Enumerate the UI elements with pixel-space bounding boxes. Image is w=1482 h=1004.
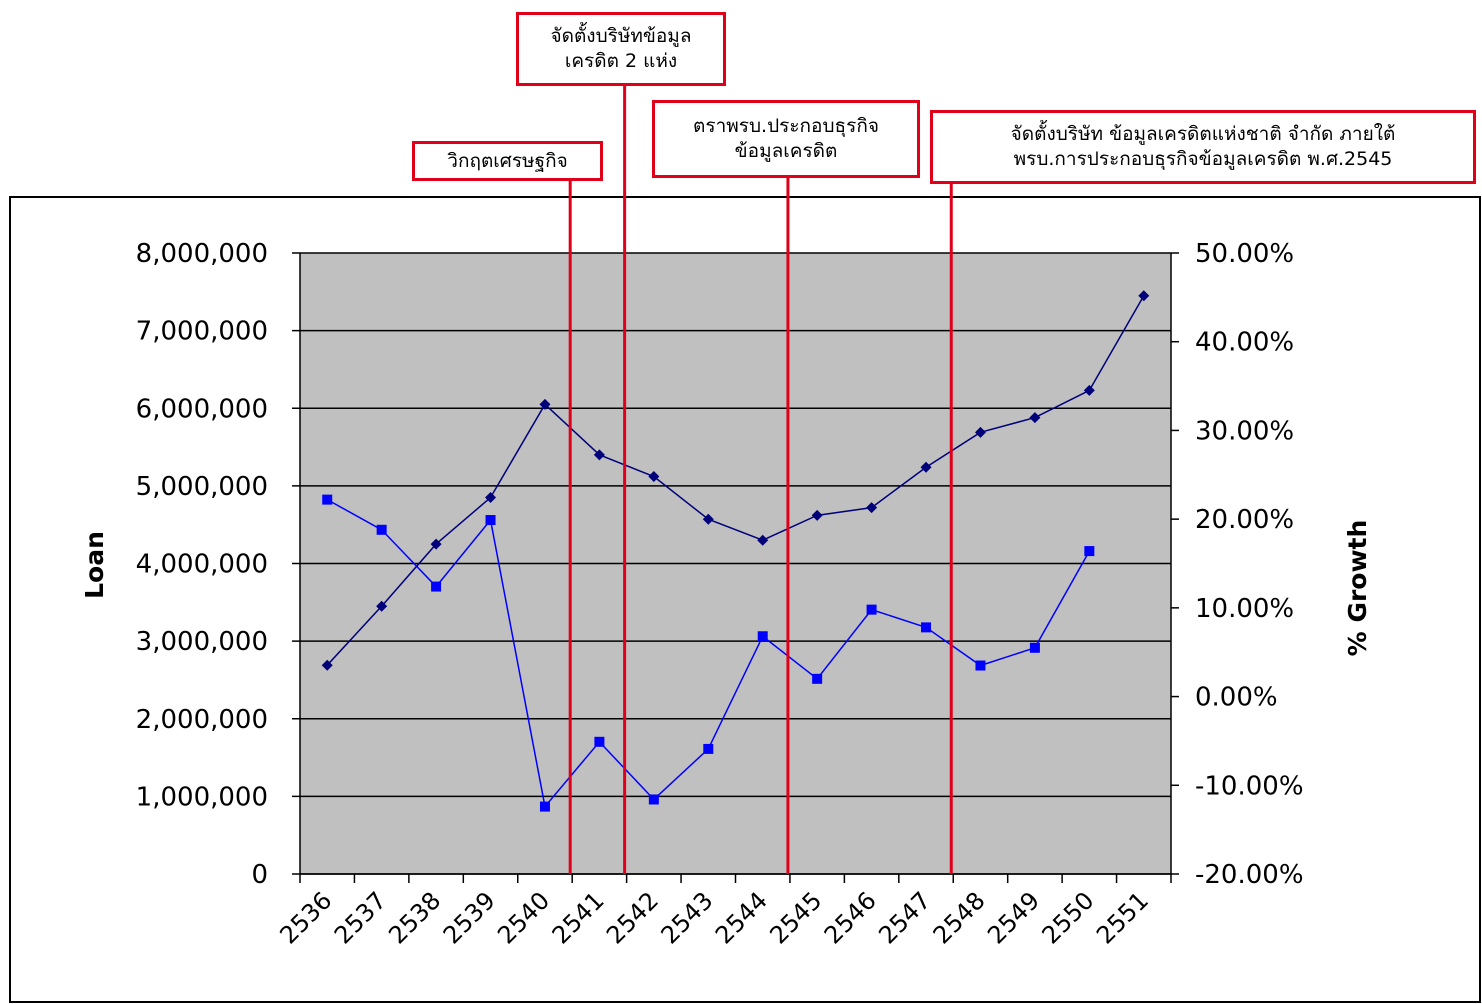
y-tick-label: 4,000,000	[136, 550, 268, 580]
data-point-diamond	[1083, 384, 1095, 396]
y-tick-label: 7,000,000	[136, 317, 268, 347]
data-point-diamond	[866, 502, 878, 514]
event-annotation-text: จัดตั้งบริษัท ข้อมูลเครดิตแห่งชาติ จำกัด…	[1010, 123, 1396, 170]
data-point-diamond	[321, 659, 333, 671]
data-point-square	[485, 515, 496, 526]
data-point-diamond	[920, 461, 932, 473]
data-point-diamond	[974, 426, 986, 438]
event-annotation: จัดตั้งบริษัท ข้อมูลเครดิตแห่งชาติ จำกัด…	[930, 110, 1476, 184]
data-point-diamond	[811, 509, 823, 521]
data-point-square	[866, 604, 877, 615]
data-point-square	[1029, 642, 1040, 653]
y-tick-label: 5,000,000	[136, 472, 268, 502]
y2-tick-label: 0.00%	[1195, 683, 1278, 713]
data-point-square	[648, 794, 659, 805]
event-annotation-text: ตราพรบ.ประกอบธุรกิจ ข้อมูลเครดิต	[693, 115, 879, 162]
event-annotation-text: วิกฤตเศรษฐกิจ	[447, 149, 568, 172]
y-tick-label: 0	[251, 860, 268, 890]
y-tick-label: 6,000,000	[136, 394, 268, 424]
event-annotation: ตราพรบ.ประกอบธุรกิจ ข้อมูลเครดิต	[652, 100, 920, 178]
data-point-square	[703, 743, 714, 754]
y2-tick-label: 20.00%	[1195, 505, 1294, 535]
y2-tick-label: 10.00%	[1195, 594, 1294, 624]
data-point-square	[757, 631, 768, 642]
data-point-diamond	[430, 538, 442, 550]
event-annotation: วิกฤตเศรษฐกิจ	[412, 141, 603, 181]
y2-tick-label: -10.00%	[1195, 771, 1304, 801]
y-tick-label: 2,000,000	[136, 705, 268, 735]
event-lines	[568, 86, 953, 874]
y2-tick-label: 40.00%	[1195, 328, 1294, 358]
data-point-square	[539, 801, 550, 812]
event-annotation: จัดตั้งบริษัทข้อมูล เครดิต 2 แห่ง	[516, 12, 726, 86]
data-point-square	[812, 673, 823, 684]
data-point-square	[975, 660, 986, 671]
gridlines	[300, 252, 1171, 875]
data-point-square	[921, 622, 932, 633]
y2-tick-label: 30.00%	[1195, 416, 1294, 446]
data-point-diamond	[1138, 290, 1150, 302]
data-point-diamond	[648, 471, 660, 483]
data-point-square	[431, 581, 442, 592]
series	[321, 290, 1150, 812]
event-annotation-text: จัดตั้งบริษัทข้อมูล เครดิต 2 แห่ง	[550, 25, 692, 72]
data-point-diamond	[757, 534, 769, 546]
data-point-diamond	[593, 449, 605, 461]
y2-tick-label: -20.00%	[1195, 860, 1304, 890]
y-tick-label: 3,000,000	[136, 627, 268, 657]
y-axis-title: Loan	[80, 531, 109, 599]
y2-tick-label: 50.00%	[1195, 239, 1294, 269]
data-point-square	[322, 494, 333, 505]
data-point-diamond	[1029, 412, 1041, 424]
data-point-diamond	[376, 600, 388, 612]
y-tick-label: 1,000,000	[136, 782, 268, 812]
y-tick-label: 8,000,000	[136, 239, 268, 269]
data-point-square	[594, 736, 605, 747]
y2-axis-title: % Growth	[1343, 520, 1372, 657]
series-line	[326, 295, 1145, 666]
data-point-diamond	[485, 492, 497, 504]
data-point-square	[376, 524, 387, 535]
data-point-square	[1084, 546, 1095, 557]
data-point-diamond	[539, 398, 551, 410]
data-point-diamond	[702, 513, 714, 525]
